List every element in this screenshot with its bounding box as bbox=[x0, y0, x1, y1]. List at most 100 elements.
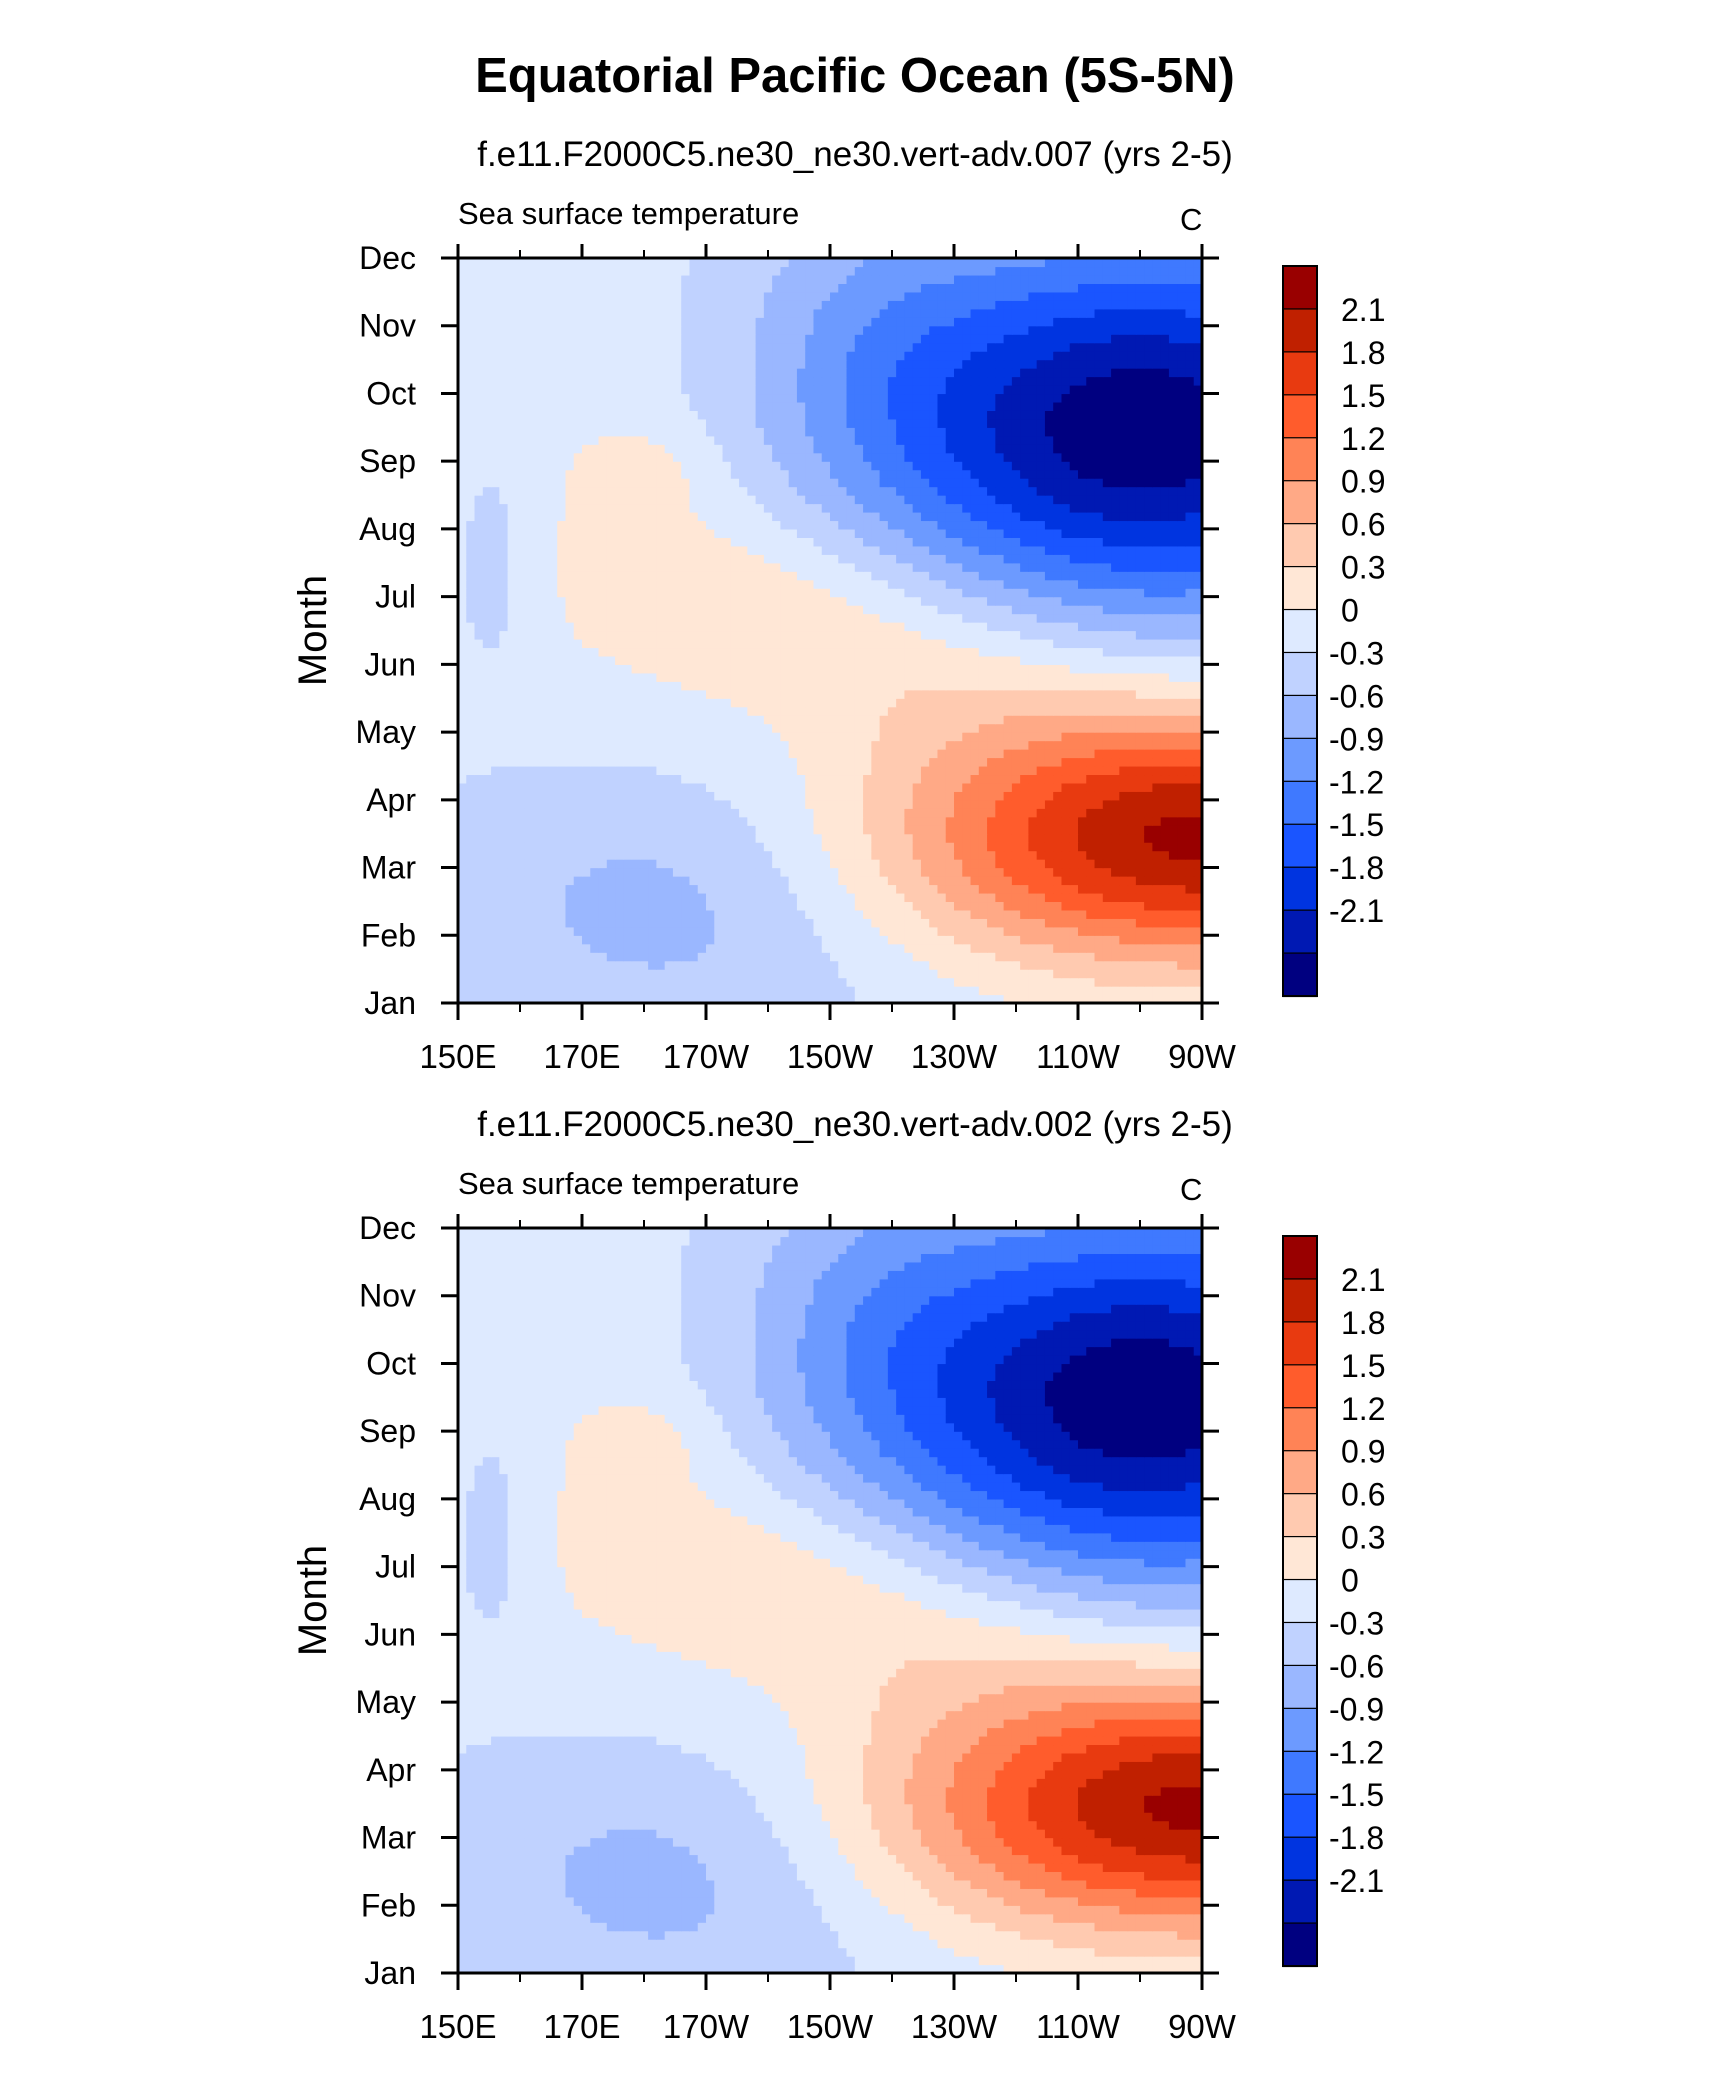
heatmap-cell bbox=[722, 706, 732, 716]
heatmap-cell bbox=[615, 630, 624, 640]
heatmap-cell bbox=[590, 613, 600, 623]
heatmap-cell bbox=[474, 655, 484, 665]
heatmap-cell bbox=[1044, 571, 1054, 581]
heatmap-cell bbox=[1061, 571, 1071, 581]
heatmap-cell bbox=[1160, 723, 1170, 733]
heatmap-cell bbox=[1193, 952, 1203, 962]
heatmap-cell bbox=[970, 765, 980, 776]
heatmap-cell bbox=[788, 715, 798, 725]
heatmap-cell bbox=[458, 655, 467, 665]
heatmap-cell bbox=[1168, 909, 1178, 919]
heatmap-cell bbox=[722, 867, 732, 877]
heatmap-cell bbox=[962, 588, 972, 598]
heatmap-cell bbox=[920, 926, 930, 936]
heatmap-cell bbox=[499, 825, 509, 835]
heatmap-cell bbox=[739, 605, 748, 615]
heatmap-cell bbox=[788, 850, 798, 860]
heatmap-cell bbox=[929, 884, 939, 894]
heatmap-cell bbox=[945, 622, 955, 632]
heatmap-cell bbox=[491, 850, 500, 860]
heatmap-cell bbox=[970, 850, 980, 860]
heatmap-cell bbox=[557, 867, 567, 877]
heatmap-cell bbox=[1086, 808, 1096, 818]
heatmap-cell bbox=[838, 605, 848, 615]
heatmap-cell bbox=[582, 588, 591, 598]
heatmap-cell bbox=[1020, 596, 1029, 606]
heatmap-cell bbox=[730, 596, 740, 606]
heatmap-cell bbox=[896, 588, 905, 598]
heatmap-cell bbox=[1135, 833, 1145, 843]
heatmap-cell bbox=[978, 909, 988, 919]
heatmap-cell bbox=[532, 918, 542, 928]
heatmap-cell bbox=[598, 765, 608, 776]
heatmap-cell bbox=[689, 969, 699, 979]
heatmap-cell bbox=[697, 613, 707, 623]
heatmap-cell bbox=[739, 740, 748, 750]
heatmap-cell bbox=[1061, 698, 1071, 708]
heatmap-cell bbox=[954, 630, 963, 640]
heatmap-cell bbox=[1160, 698, 1170, 708]
heatmap-cell bbox=[871, 732, 881, 742]
heatmap-cell bbox=[747, 926, 757, 936]
heatmap-cell bbox=[780, 943, 790, 953]
heatmap-cell bbox=[1078, 977, 1087, 987]
heatmap-cell bbox=[1177, 876, 1187, 886]
heatmap-cell bbox=[937, 901, 947, 911]
heatmap-cell bbox=[788, 765, 798, 776]
heatmap-cell bbox=[466, 622, 476, 632]
heatmap-cell bbox=[1020, 808, 1029, 818]
heatmap-cell bbox=[681, 723, 691, 733]
heatmap-cell bbox=[590, 969, 600, 979]
heatmap-cell bbox=[598, 749, 608, 759]
heatmap-cell bbox=[739, 622, 748, 632]
heatmap-cell bbox=[1020, 622, 1029, 632]
heatmap-cell bbox=[656, 808, 666, 818]
heatmap-cell bbox=[763, 579, 773, 589]
heatmap-cell bbox=[896, 825, 905, 835]
heatmap-cell bbox=[672, 816, 682, 826]
heatmap-cell bbox=[1111, 943, 1120, 953]
heatmap-cell bbox=[813, 782, 823, 792]
heatmap-cell bbox=[887, 918, 897, 928]
heatmap-cell bbox=[689, 706, 699, 716]
heatmap-cell bbox=[730, 613, 740, 623]
heatmap-cell bbox=[1152, 825, 1162, 835]
heatmap-cell bbox=[664, 757, 674, 767]
heatmap-cell bbox=[788, 664, 798, 674]
heatmap-cell bbox=[863, 579, 872, 589]
heatmap-cell bbox=[978, 791, 988, 801]
heatmap-cell bbox=[672, 681, 682, 691]
heatmap-cell bbox=[1152, 774, 1162, 784]
heatmap-cell bbox=[1152, 808, 1162, 818]
heatmap-cell bbox=[871, 884, 881, 894]
heatmap-cell bbox=[1020, 977, 1029, 987]
heatmap-cell bbox=[548, 528, 558, 538]
heatmap-cell bbox=[1144, 859, 1153, 869]
heatmap-cell bbox=[1069, 698, 1079, 708]
heatmap-cell bbox=[491, 732, 500, 742]
heatmap-cell bbox=[821, 698, 831, 708]
heatmap-cell bbox=[805, 986, 815, 996]
heatmap-cell bbox=[615, 571, 624, 581]
heatmap-cell bbox=[1119, 926, 1129, 936]
heatmap-cell bbox=[499, 799, 509, 809]
heatmap-cell bbox=[1061, 842, 1071, 852]
heatmap-cell bbox=[515, 664, 525, 674]
heatmap-cell bbox=[1111, 935, 1120, 945]
heatmap-cell bbox=[590, 655, 600, 665]
heatmap-cell bbox=[1152, 723, 1162, 733]
heatmap-cell bbox=[912, 901, 922, 911]
heatmap-cell bbox=[548, 672, 558, 682]
heatmap-cell bbox=[929, 613, 939, 623]
heatmap-cell bbox=[912, 816, 922, 826]
heatmap-cell bbox=[805, 901, 815, 911]
heatmap-cell bbox=[904, 909, 914, 919]
heatmap-cell bbox=[582, 850, 591, 860]
heatmap-cell bbox=[1011, 732, 1021, 742]
heatmap-cell bbox=[1094, 723, 1104, 733]
heatmap-cell bbox=[929, 622, 939, 632]
heatmap-cell bbox=[565, 613, 575, 623]
heatmap-cell bbox=[788, 740, 798, 750]
heatmap-cell bbox=[871, 799, 881, 809]
heatmap-cell bbox=[1020, 935, 1029, 945]
